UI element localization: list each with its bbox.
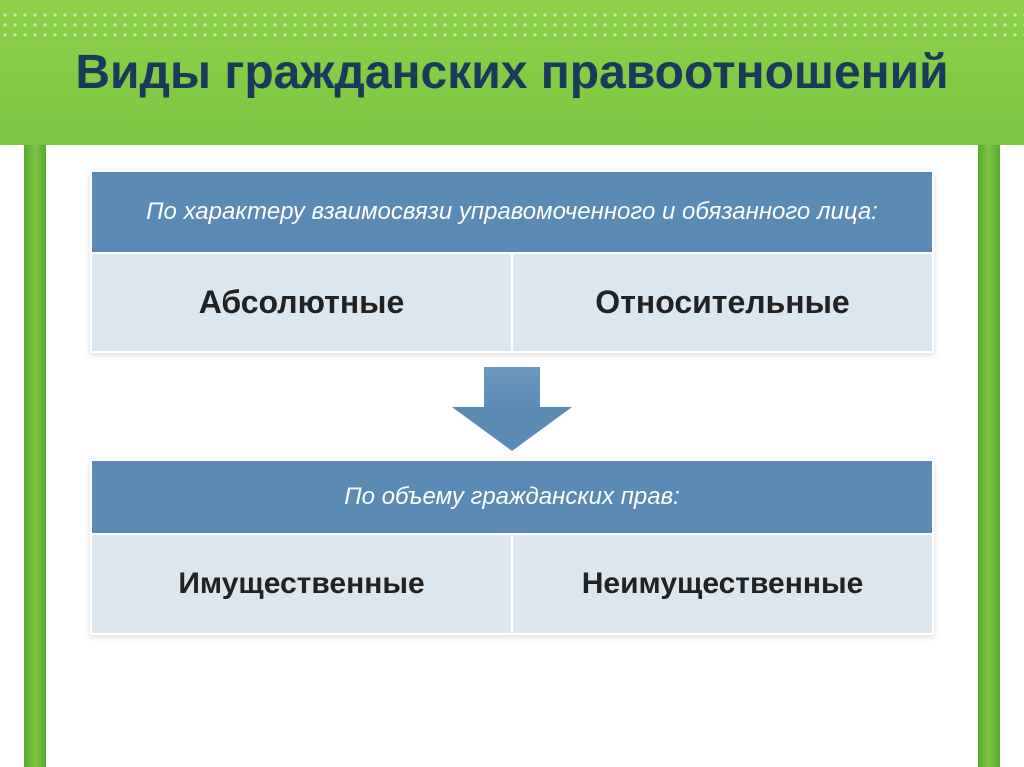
block1-row: Абсолютные Относительные — [92, 252, 932, 351]
classification-block-2: По объему гражданских прав: Имущественны… — [90, 459, 934, 635]
classification-block-1: По характеру взаимосвязи управомоченного… — [90, 170, 934, 353]
header-dot-pattern — [0, 10, 1024, 40]
block1-cell-absolute: Абсолютные — [92, 252, 511, 351]
down-arrow-icon — [452, 367, 572, 451]
block2-row: Имущественные Неимущественные — [92, 533, 932, 633]
left-pillar — [24, 145, 46, 767]
slide-title: Виды гражданских правоотношений — [75, 45, 948, 100]
block1-header: По характеру взаимосвязи управомоченного… — [92, 172, 932, 252]
block2-cell-nonproperty: Неимущественные — [511, 533, 932, 633]
content-area: По характеру взаимосвязи управомоченного… — [90, 170, 934, 635]
arrow-container — [90, 367, 934, 451]
slide-header: Виды гражданских правоотношений — [0, 0, 1024, 145]
block1-cell-relative: Относительные — [511, 252, 932, 351]
block2-header: По объему гражданских прав: — [92, 461, 932, 533]
block2-cell-property: Имущественные — [92, 533, 511, 633]
right-pillar — [978, 145, 1000, 767]
